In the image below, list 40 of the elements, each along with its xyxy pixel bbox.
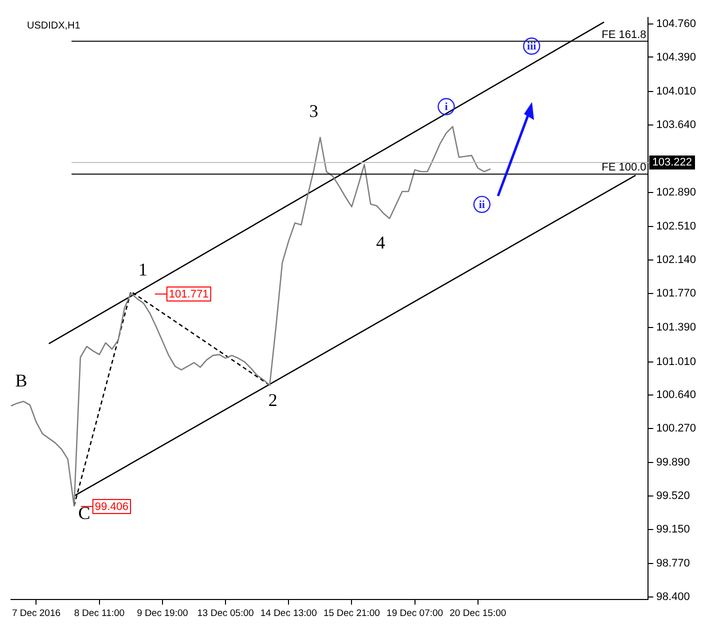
y-tick-label: 99.520: [656, 490, 690, 502]
ref-line-label: FE 161.8: [602, 28, 646, 41]
y-tick-label: 101.770: [656, 287, 696, 300]
annotation: iii: [527, 40, 536, 52]
annotation: 99.406: [94, 501, 129, 514]
y-tick-label: 100.640: [656, 389, 696, 402]
x-tick-label: 8 Dec 11:00: [74, 608, 125, 619]
y-tick-label: 102.510: [656, 220, 696, 233]
y-tick-label: 99.890: [656, 456, 690, 469]
y-tick-label: 98.770: [656, 558, 690, 570]
y-tick-label: 104.390: [656, 51, 696, 64]
annotation: B: [15, 370, 28, 391]
x-tick-label: 9 Dec 19:00: [136, 608, 188, 619]
annotation: 101.771: [168, 288, 209, 301]
x-tick-label: 13 Dec 05:00: [197, 608, 254, 619]
annotation: C: [78, 502, 90, 523]
annotation: i: [444, 100, 448, 113]
x-tick-label: 14 Dec 13:00: [260, 608, 317, 619]
y-tick-label: 99.150: [656, 523, 690, 536]
annotation: 4: [376, 232, 386, 253]
ref-line-label: FE 100.0: [602, 162, 646, 174]
x-tick-label: 7 Dec 2016: [12, 608, 61, 619]
x-tick-label: 15 Dec 21:00: [323, 608, 380, 619]
y-tick-label: 103.640: [656, 118, 696, 131]
chart-title: USDIDX,H1: [27, 20, 81, 32]
y-tick-label: 102.140: [656, 254, 696, 266]
y-tick-label: 104.010: [656, 86, 696, 98]
y-tick-label: 101.010: [656, 356, 696, 368]
x-tick-label: 19 Dec 07:00: [386, 608, 444, 619]
annotation: 2: [268, 390, 278, 410]
y-tick-label: 104.760: [656, 18, 696, 30]
annotation: ii: [478, 198, 485, 211]
y-tick-label: 98.400: [656, 590, 690, 603]
ref-line-label: 103.222: [652, 156, 692, 168]
annotation: 1: [138, 260, 148, 280]
y-tick-label: 101.390: [656, 322, 696, 334]
x-tick-label: 20 Dec 15:00: [450, 608, 506, 619]
y-tick-label: 102.890: [656, 186, 696, 198]
y-tick-label: 100.270: [656, 422, 696, 434]
annotation: 3: [309, 101, 318, 122]
